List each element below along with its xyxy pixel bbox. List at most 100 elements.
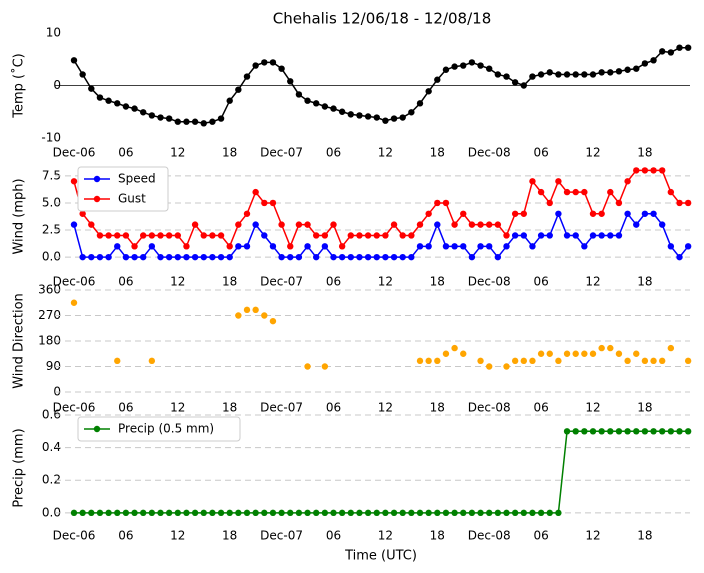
point bbox=[140, 509, 147, 517]
point bbox=[581, 428, 588, 435]
point bbox=[615, 68, 623, 75]
point bbox=[399, 253, 406, 261]
point bbox=[529, 243, 536, 250]
x-tick-label: Dec-08 bbox=[468, 529, 511, 543]
point bbox=[243, 243, 251, 250]
point bbox=[269, 509, 277, 517]
point bbox=[624, 66, 631, 73]
x-tick-label: 12 bbox=[170, 529, 185, 543]
point bbox=[105, 253, 112, 261]
point bbox=[252, 188, 259, 196]
point bbox=[442, 66, 450, 73]
point bbox=[183, 118, 190, 125]
point bbox=[287, 243, 294, 250]
point bbox=[79, 253, 86, 261]
x-tick-label: 18 bbox=[430, 401, 445, 415]
legend-marker bbox=[93, 425, 101, 433]
point bbox=[607, 344, 614, 352]
point bbox=[269, 243, 277, 250]
point bbox=[313, 253, 320, 261]
point bbox=[676, 199, 683, 207]
x-tick-label: Dec-06 bbox=[53, 529, 96, 543]
point bbox=[442, 350, 450, 357]
point bbox=[114, 232, 121, 239]
point bbox=[217, 509, 225, 517]
point bbox=[217, 253, 225, 261]
legend-label: Precip (0.5 mm) bbox=[118, 422, 214, 436]
x-tick-label: 06 bbox=[533, 529, 548, 543]
y-axis-label: Temp (˚C) bbox=[11, 53, 27, 119]
point bbox=[364, 509, 372, 517]
point bbox=[278, 253, 285, 261]
y-tick-label: -10 bbox=[41, 131, 61, 145]
point bbox=[183, 253, 190, 261]
point bbox=[598, 428, 605, 435]
point bbox=[434, 199, 441, 207]
point bbox=[114, 243, 121, 250]
point bbox=[503, 73, 510, 80]
x-tick-label: Dec-06 bbox=[53, 146, 96, 160]
point bbox=[468, 253, 476, 261]
y-tick-label: 5.0 bbox=[42, 195, 61, 209]
point bbox=[546, 509, 553, 517]
point bbox=[416, 243, 424, 250]
point bbox=[252, 306, 259, 314]
point bbox=[174, 509, 181, 517]
point bbox=[555, 509, 562, 517]
point bbox=[607, 232, 614, 239]
point bbox=[572, 188, 579, 196]
point bbox=[269, 199, 277, 207]
point bbox=[209, 118, 216, 125]
point bbox=[105, 97, 112, 104]
point bbox=[347, 111, 354, 118]
point bbox=[399, 114, 406, 121]
point bbox=[165, 253, 173, 261]
point bbox=[148, 232, 156, 239]
point bbox=[598, 344, 605, 352]
point bbox=[641, 428, 649, 435]
point bbox=[364, 232, 372, 239]
point bbox=[79, 71, 86, 78]
point bbox=[373, 114, 380, 121]
point bbox=[563, 188, 571, 196]
point bbox=[615, 199, 623, 207]
point bbox=[148, 357, 156, 365]
point bbox=[615, 232, 623, 239]
point bbox=[235, 86, 242, 93]
point bbox=[624, 210, 631, 217]
point bbox=[676, 428, 683, 435]
y-tick-label: 270 bbox=[38, 308, 61, 322]
point bbox=[425, 509, 432, 517]
point bbox=[330, 509, 337, 517]
point bbox=[165, 232, 173, 239]
point bbox=[140, 232, 147, 239]
point bbox=[321, 232, 329, 239]
point bbox=[460, 509, 467, 517]
x-tick-label: 06 bbox=[326, 275, 341, 289]
point bbox=[261, 509, 268, 517]
point bbox=[105, 232, 112, 239]
point bbox=[503, 363, 510, 370]
point bbox=[408, 253, 415, 261]
point bbox=[555, 71, 562, 78]
x-tick-label: 06 bbox=[118, 146, 133, 160]
point bbox=[434, 357, 441, 365]
point bbox=[572, 232, 579, 239]
point bbox=[382, 253, 389, 261]
line bbox=[74, 430, 689, 514]
point bbox=[641, 210, 649, 217]
point bbox=[226, 253, 233, 261]
point bbox=[252, 221, 259, 228]
point bbox=[382, 117, 389, 124]
x-tick-label: 12 bbox=[585, 275, 600, 289]
point bbox=[425, 243, 432, 250]
point bbox=[390, 115, 398, 122]
y-tick-label: 0.0 bbox=[42, 505, 61, 519]
x-axis-label: Time (UTC) bbox=[344, 549, 417, 564]
point bbox=[633, 167, 640, 174]
point bbox=[114, 509, 121, 517]
point bbox=[468, 509, 476, 517]
point bbox=[191, 253, 199, 261]
point bbox=[563, 71, 571, 78]
point bbox=[165, 509, 173, 517]
